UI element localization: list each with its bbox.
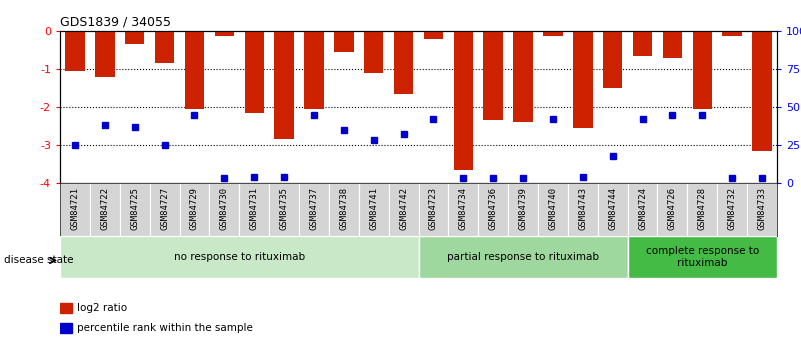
- Text: log2 ratio: log2 ratio: [77, 303, 127, 313]
- Text: disease state: disease state: [4, 256, 74, 265]
- Text: GSM84741: GSM84741: [369, 187, 378, 230]
- Bar: [359, 183, 388, 236]
- Bar: [687, 183, 717, 236]
- Bar: [299, 183, 329, 236]
- Bar: [125, 31, 144, 45]
- Text: GSM84728: GSM84728: [698, 187, 706, 230]
- FancyBboxPatch shape: [628, 236, 777, 278]
- Text: percentile rank within the sample: percentile rank within the sample: [77, 323, 253, 333]
- Text: GSM84736: GSM84736: [489, 187, 497, 230]
- Bar: [209, 183, 239, 236]
- Text: GSM84733: GSM84733: [758, 187, 767, 230]
- Text: GDS1839 / 34055: GDS1839 / 34055: [60, 16, 171, 29]
- Bar: [484, 31, 503, 120]
- Text: complete response to
rituximab: complete response to rituximab: [646, 246, 759, 268]
- Text: GSM84721: GSM84721: [70, 187, 79, 230]
- Bar: [60, 183, 90, 236]
- Bar: [453, 31, 473, 170]
- Bar: [304, 31, 324, 109]
- Text: GSM84722: GSM84722: [100, 187, 110, 230]
- Text: GSM84726: GSM84726: [668, 187, 677, 230]
- Bar: [508, 183, 538, 236]
- Bar: [244, 31, 264, 112]
- Text: GSM84730: GSM84730: [219, 187, 229, 230]
- Bar: [662, 31, 682, 58]
- Text: GSM84731: GSM84731: [250, 187, 259, 230]
- Bar: [60, 323, 72, 334]
- Bar: [66, 31, 85, 71]
- Bar: [239, 183, 269, 236]
- Bar: [598, 183, 628, 236]
- Text: GSM84743: GSM84743: [578, 187, 587, 230]
- Bar: [179, 183, 209, 236]
- Text: GSM84737: GSM84737: [309, 187, 319, 230]
- Bar: [388, 183, 418, 236]
- Bar: [568, 183, 598, 236]
- Bar: [424, 31, 443, 39]
- Bar: [543, 31, 562, 36]
- Bar: [723, 31, 742, 36]
- Text: no response to rituximab: no response to rituximab: [174, 252, 305, 262]
- Bar: [418, 183, 449, 236]
- FancyBboxPatch shape: [60, 236, 418, 278]
- Bar: [658, 183, 687, 236]
- Bar: [449, 183, 478, 236]
- Text: GSM84727: GSM84727: [160, 187, 169, 230]
- Bar: [513, 31, 533, 122]
- FancyBboxPatch shape: [418, 236, 628, 278]
- Bar: [275, 31, 294, 139]
- Text: GSM84742: GSM84742: [399, 187, 408, 230]
- Bar: [364, 31, 384, 73]
- Bar: [185, 31, 204, 109]
- Bar: [478, 183, 508, 236]
- Text: GSM84724: GSM84724: [638, 187, 647, 230]
- Bar: [329, 183, 359, 236]
- Text: partial response to rituximab: partial response to rituximab: [447, 252, 599, 262]
- Bar: [693, 31, 712, 109]
- Bar: [95, 31, 115, 77]
- Bar: [747, 183, 777, 236]
- Bar: [334, 31, 353, 52]
- Bar: [573, 31, 593, 128]
- Text: GSM84725: GSM84725: [131, 187, 139, 230]
- Bar: [60, 303, 72, 313]
- Bar: [633, 31, 652, 56]
- Text: GSM84732: GSM84732: [727, 187, 737, 230]
- Bar: [628, 183, 658, 236]
- Bar: [538, 183, 568, 236]
- Text: GSM84735: GSM84735: [280, 187, 288, 230]
- Bar: [717, 183, 747, 236]
- Bar: [90, 183, 120, 236]
- Text: GSM84739: GSM84739: [518, 187, 528, 230]
- Bar: [752, 31, 771, 151]
- Bar: [215, 31, 234, 36]
- Text: GSM84740: GSM84740: [549, 187, 557, 230]
- Text: GSM84734: GSM84734: [459, 187, 468, 230]
- Text: GSM84744: GSM84744: [608, 187, 618, 230]
- Text: GSM84723: GSM84723: [429, 187, 438, 230]
- Text: GSM84729: GSM84729: [190, 187, 199, 230]
- Bar: [394, 31, 413, 94]
- Bar: [603, 31, 622, 88]
- Bar: [120, 183, 150, 236]
- Bar: [150, 183, 179, 236]
- Bar: [269, 183, 299, 236]
- Bar: [155, 31, 175, 63]
- Text: GSM84738: GSM84738: [340, 187, 348, 230]
